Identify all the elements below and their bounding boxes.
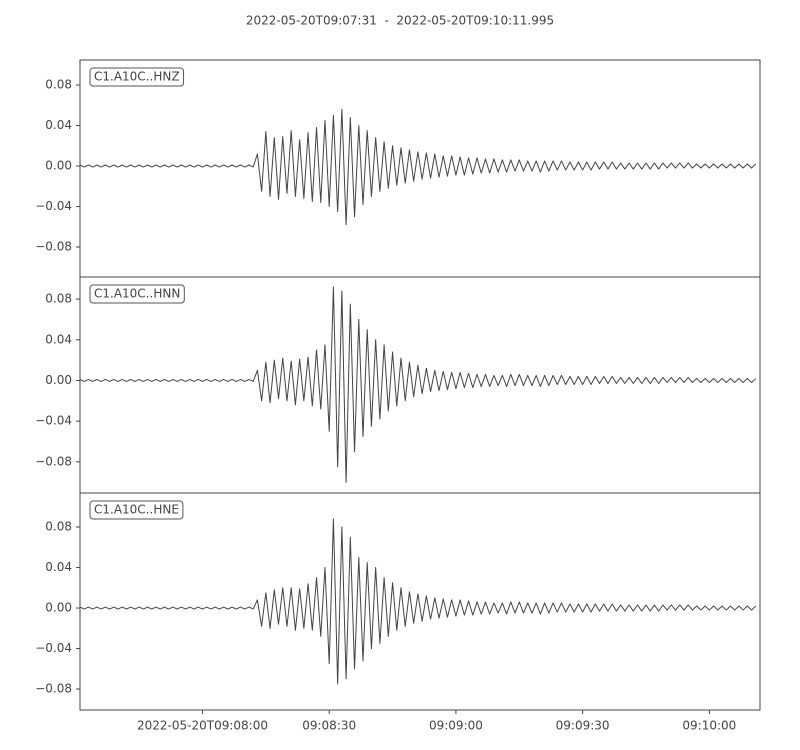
x-tick-label: 09:10:00 xyxy=(682,719,736,733)
trace-label: C1.A10C..HNE xyxy=(94,503,179,517)
chart-title: 2022-05-20T09:07:31 - 2022-05-20T09:10:1… xyxy=(246,14,554,28)
panel-background xyxy=(80,277,760,494)
y-tick-label: −0.08 xyxy=(35,682,72,696)
y-tick-label: 0.08 xyxy=(45,78,72,92)
waveform xyxy=(80,286,757,483)
trace-label-box xyxy=(89,500,184,520)
y-tick-label: 0.04 xyxy=(45,118,72,132)
y-tick-label: 0.00 xyxy=(45,159,72,173)
y-tick-label: 0.00 xyxy=(45,373,72,387)
y-tick-label: 0.08 xyxy=(45,292,72,306)
y-tick-label: −0.08 xyxy=(35,240,72,254)
x-tick-label: 09:09:30 xyxy=(556,719,610,733)
x-tick-label: 2022-05-20T09:08:00 xyxy=(137,719,268,733)
panel-background xyxy=(80,493,760,710)
x-tick-label: 09:08:30 xyxy=(302,719,356,733)
y-tick-label: −0.04 xyxy=(35,199,72,213)
waveform xyxy=(80,518,757,685)
y-tick-label: −0.04 xyxy=(35,414,72,428)
trace-label: C1.A10C..HNZ xyxy=(94,70,180,84)
y-tick-label: 0.08 xyxy=(45,520,72,534)
x-tick-label: 09:09:00 xyxy=(429,719,483,733)
y-tick-label: −0.08 xyxy=(35,454,72,468)
y-tick-label: 0.04 xyxy=(45,332,72,346)
panel-frame xyxy=(79,492,761,711)
y-tick-label: 0.04 xyxy=(45,560,72,574)
trace-label-box xyxy=(89,67,185,87)
y-tick-label: 0.00 xyxy=(45,601,72,615)
trace-label-box xyxy=(89,284,185,304)
y-tick-label: −0.04 xyxy=(35,641,72,655)
waveform xyxy=(80,108,757,226)
trace-label: C1.A10C..HNN xyxy=(94,287,180,301)
